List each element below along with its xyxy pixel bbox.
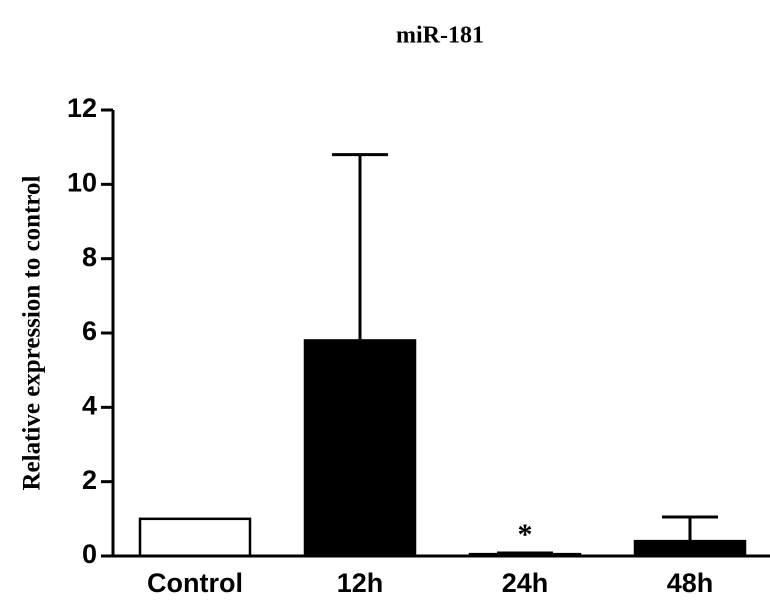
bar xyxy=(303,339,417,558)
bar xyxy=(633,539,747,558)
x-tick-label: Control xyxy=(147,568,243,598)
y-tick-label: 10 xyxy=(67,167,97,197)
y-tick-label: 4 xyxy=(82,390,97,420)
y-tick-label: 8 xyxy=(82,242,97,272)
error-bar xyxy=(332,153,388,341)
significance-label: * xyxy=(518,518,533,551)
x-tick-label: 48h xyxy=(667,568,714,598)
y-tick-label: 0 xyxy=(82,539,97,569)
chart-title: miR-181 xyxy=(396,23,484,49)
y-axis-label: Relative expression to control xyxy=(19,175,46,490)
y-tick-label: 2 xyxy=(82,465,97,495)
bar xyxy=(138,517,252,558)
y-tick-label: 6 xyxy=(82,316,97,346)
error-bar xyxy=(662,515,718,542)
x-tick-label: 12h xyxy=(337,568,384,598)
x-tick-label: 24h xyxy=(502,568,549,598)
y-tick-label: 12 xyxy=(67,93,97,123)
